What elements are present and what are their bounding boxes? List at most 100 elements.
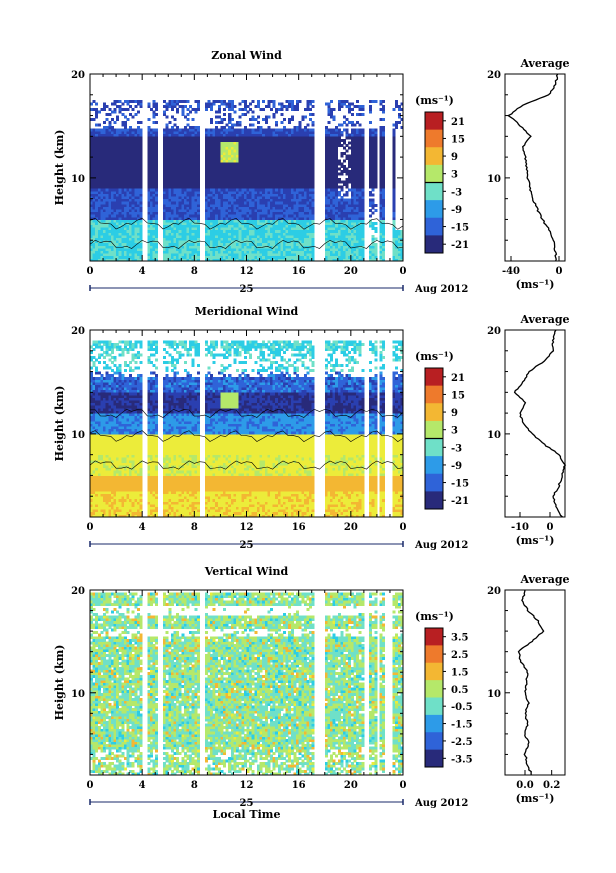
heatmap-cell xyxy=(288,209,292,213)
heatmap-cell xyxy=(212,196,216,200)
heatmap-cell xyxy=(249,232,253,236)
heatmap-cell xyxy=(259,133,263,137)
heatmap-cell xyxy=(303,175,307,179)
heatmap-cell xyxy=(290,177,294,181)
heatmap-cell xyxy=(269,157,273,161)
heatmap-cell xyxy=(267,115,271,119)
heatmap-cell xyxy=(285,224,289,228)
heatmap-cell xyxy=(293,146,297,150)
heatmap-cell xyxy=(170,240,174,244)
heatmap-cell xyxy=(103,170,107,174)
heatmap-cell xyxy=(293,185,297,189)
heatmap-cell xyxy=(97,214,101,218)
heatmap-cell xyxy=(168,149,172,153)
heatmap-cell xyxy=(348,170,352,174)
heatmap-cell xyxy=(204,240,208,244)
heatmap-cell xyxy=(176,162,180,166)
heatmap-cell xyxy=(126,201,130,205)
heatmap-cell xyxy=(335,245,339,249)
heatmap-cell xyxy=(290,164,294,168)
heatmap-cell xyxy=(277,216,281,220)
heatmap-cell xyxy=(116,172,120,176)
heatmap-cell xyxy=(236,193,240,197)
heatmap-cell xyxy=(220,250,224,254)
heatmap-cell xyxy=(290,211,294,215)
heatmap-cell xyxy=(220,146,224,150)
heatmap-cell xyxy=(97,170,101,174)
heatmap-cell xyxy=(212,245,216,249)
heatmap-cell xyxy=(163,222,167,226)
heatmap-cell xyxy=(335,167,339,171)
heatmap-cell xyxy=(301,216,305,220)
heatmap-cell xyxy=(217,162,221,166)
heatmap-cell xyxy=(223,138,227,142)
heatmap-cell xyxy=(230,164,234,168)
heatmap-cell xyxy=(108,214,112,218)
heatmap-cell xyxy=(217,214,221,218)
heatmap-cell xyxy=(204,201,208,205)
heatmap-cell xyxy=(335,190,339,194)
heatmap-cell xyxy=(176,99,180,103)
heatmap-cell xyxy=(288,196,292,200)
heatmap-cell xyxy=(298,128,302,132)
heatmap-cell xyxy=(90,240,94,244)
heatmap-cell xyxy=(95,201,99,205)
heatmap-cell xyxy=(204,232,208,236)
heatmap-cell xyxy=(259,144,263,148)
heatmap-cell xyxy=(264,248,268,252)
heatmap-cell xyxy=(168,206,172,210)
heatmap-cell xyxy=(254,224,258,228)
heatmap-cell xyxy=(129,206,133,210)
heatmap-cell xyxy=(223,151,227,155)
heatmap-cell xyxy=(92,227,96,231)
heatmap-cell xyxy=(168,237,172,241)
heatmap-cell xyxy=(327,255,331,259)
heatmap-cell xyxy=(110,159,114,163)
heatmap-cell xyxy=(209,136,213,140)
heatmap-cell xyxy=(241,193,245,197)
heatmap-cell xyxy=(186,245,190,249)
heatmap-cell xyxy=(345,144,349,148)
heatmap-cell xyxy=(92,258,96,262)
heatmap-cell xyxy=(173,248,177,252)
heatmap-cell xyxy=(113,107,117,111)
heatmap-cell xyxy=(343,203,347,207)
heatmap-cell xyxy=(230,224,234,228)
heatmap-cell xyxy=(238,193,242,197)
heatmap-cell xyxy=(105,190,109,194)
heatmap-cell xyxy=(173,211,177,215)
heatmap-cell xyxy=(324,250,328,254)
heatmap-cell xyxy=(131,151,135,155)
heatmap-cell xyxy=(178,128,182,132)
heatmap-cell xyxy=(243,183,247,187)
heatmap-cell xyxy=(90,180,94,184)
heatmap-cell xyxy=(181,164,185,168)
heatmap-cell xyxy=(332,131,336,135)
heatmap-cell xyxy=(296,193,300,197)
heatmap-cell xyxy=(139,183,143,187)
heatmap-cell xyxy=(306,214,310,218)
heatmap-cell xyxy=(92,144,96,148)
heatmap-cell xyxy=(103,133,107,137)
heatmap-cell xyxy=(90,159,94,163)
heatmap-cell xyxy=(275,201,279,205)
heatmap-cell xyxy=(149,141,153,145)
heatmap-cell xyxy=(129,133,133,137)
heatmap-cell xyxy=(350,177,354,181)
heatmap-cell xyxy=(275,190,279,194)
heatmap-cell xyxy=(246,183,250,187)
heatmap-cell xyxy=(267,196,271,200)
heatmap-cell xyxy=(105,138,109,142)
heatmap-cell xyxy=(280,206,284,210)
heatmap-cell xyxy=(324,232,328,236)
heatmap-cell xyxy=(269,190,273,194)
heatmap-cell xyxy=(209,138,213,142)
heatmap-cell xyxy=(121,211,125,215)
heatmap-cell xyxy=(238,141,242,145)
heatmap-cell xyxy=(215,253,219,257)
heatmap-cell xyxy=(275,172,279,176)
heatmap-cell xyxy=(262,188,266,192)
heatmap-cell xyxy=(108,229,112,233)
heatmap-cell xyxy=(147,209,151,213)
heatmap-cell xyxy=(121,120,125,124)
